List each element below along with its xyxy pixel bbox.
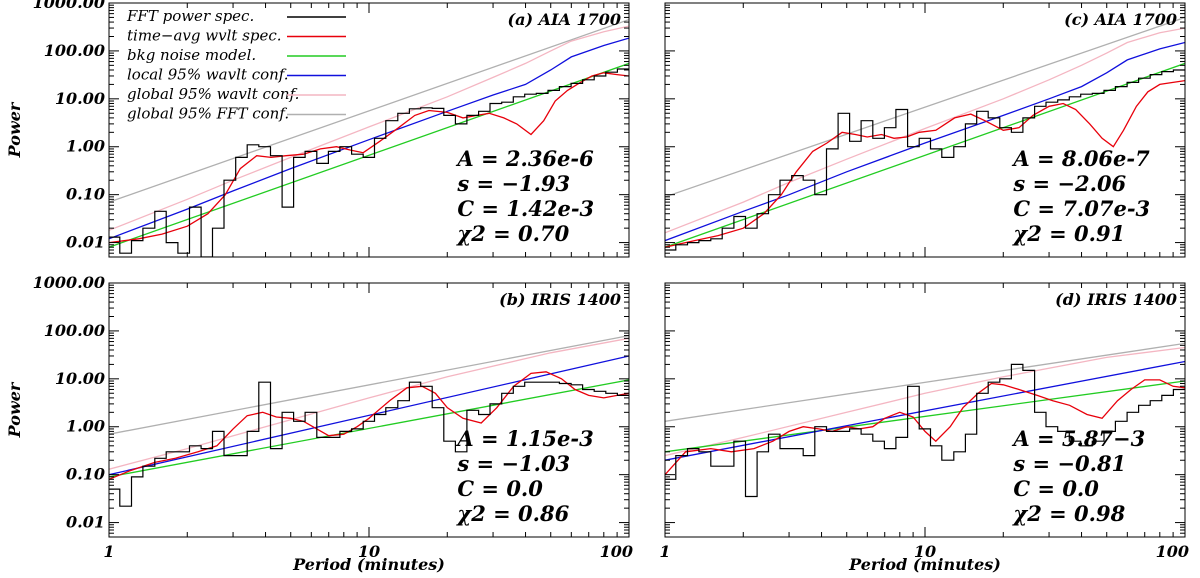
legend-label: FFT power spec. xyxy=(126,7,254,25)
series-local-95-wavlt-conf-line xyxy=(665,41,1185,242)
panel-title: (c) AIA 1700 xyxy=(1064,10,1177,29)
y-tick-label: 1000.00 xyxy=(33,0,105,12)
series-local-95-wavlt-conf-line xyxy=(665,360,1185,461)
legend-label: global 95% FFT conf. xyxy=(127,105,289,123)
panel-title: (b) IRIS 1400 xyxy=(499,290,621,309)
plot-area xyxy=(665,342,1185,498)
y-tick-label: 1.00 xyxy=(66,417,105,436)
fit-stat-2: C = 0.0 xyxy=(1013,476,1099,501)
panel-title: (a) AIA 1700 xyxy=(508,10,622,29)
x-tick-label: 100 xyxy=(600,542,633,561)
legend-label: global 95% wavlt conf. xyxy=(127,85,299,103)
fit-stat-0: A = 1.15e-3 xyxy=(455,426,593,451)
series-local-95-wavlt-conf-line xyxy=(109,355,629,476)
y-tick-label: 1.00 xyxy=(66,137,105,156)
series-bkg-noise-model-line xyxy=(109,379,629,478)
panel-b: 0.01 0.10 1.00 10.00 100.00 1000.00 1 10 100 (b) … xyxy=(5,273,633,574)
series-global-95-wavlt-conf-line xyxy=(109,337,629,470)
y-tick-label: 1000.00 xyxy=(33,273,105,292)
fit-stat-2: C = 0.0 xyxy=(457,476,543,501)
y-tick-label: 0.01 xyxy=(66,233,105,252)
fft-power-histogram xyxy=(109,68,629,257)
series-global-95-wavlt-conf-line xyxy=(665,346,1185,457)
fit-stat-1: s = −2.06 xyxy=(1012,171,1126,196)
series-bkg-noise-model-line xyxy=(665,380,1185,453)
series-global-95-fft-conf-line xyxy=(109,334,629,435)
series-global-95-fft-conf-line xyxy=(109,18,629,203)
series-time-avg-wvlt-spec-line xyxy=(665,379,1185,476)
fit-stat-1: s = −0.81 xyxy=(1012,451,1126,476)
x-tick-label: 1 xyxy=(103,542,114,561)
x-tick-label: 10 xyxy=(914,542,936,561)
y-tick-label: 0.10 xyxy=(66,185,105,204)
series-time-avg-wvlt-spec-line xyxy=(109,72,629,244)
fft-power-histogram xyxy=(665,363,1185,498)
x-tick-label: 1 xyxy=(659,542,670,561)
panel-d: 1 10 100 (d) IRIS 1400 A = 5.87−3s = −0.81C … xyxy=(659,282,1189,574)
y-axis-title: Power xyxy=(5,101,24,158)
legend: FFT power spec. time−avg wvlt spec.bkg no… xyxy=(126,7,346,123)
fft-power-histogram xyxy=(665,69,1185,251)
fit-stat-3: χ2 = 0.98 xyxy=(1011,501,1125,526)
series-global-95-fft-conf-line xyxy=(665,342,1185,422)
series-global-95-wavlt-conf-line xyxy=(665,27,1185,234)
x-tick-label: 10 xyxy=(358,542,380,561)
y-tick-label: 0.10 xyxy=(66,465,105,484)
plot-area xyxy=(109,18,629,257)
series-global-95-wavlt-conf-line xyxy=(109,25,629,231)
y-tick-label: 100.00 xyxy=(44,321,105,340)
y-tick-label: 10.00 xyxy=(55,369,105,388)
plot-area xyxy=(109,334,629,507)
panel-c: (c) AIA 1700 A = 8.06e-7s = −2.06C = 7.07… xyxy=(664,2,1186,258)
fit-stat-3: χ2 = 0.91 xyxy=(1011,221,1125,246)
legend-label: local 95% wavlt conf. xyxy=(127,66,289,84)
x-axis-title: Period (minutes) xyxy=(292,555,445,574)
panel-a: 0.01 0.10 1.00 10.00 100.00 1000.00 (a) AIA 17… xyxy=(5,0,630,258)
legend-label: time−avg wvlt spec. xyxy=(127,27,282,45)
legend-label: bkg noise model. xyxy=(127,46,256,64)
fit-stat-2: C = 7.07e-3 xyxy=(1013,196,1150,221)
fit-stat-1: s = −1.03 xyxy=(456,451,570,476)
fit-stat-3: χ2 = 0.86 xyxy=(455,501,569,526)
fit-stat-1: s = −1.93 xyxy=(456,171,570,196)
series-bkg-noise-model-line xyxy=(109,62,629,248)
series-time-avg-wvlt-spec-line xyxy=(109,371,629,480)
y-tick-label: 10.00 xyxy=(55,89,105,108)
y-tick-label: 0.01 xyxy=(66,513,105,532)
fit-stat-0: A = 5.87−3 xyxy=(1011,426,1145,451)
x-tick-label: 100 xyxy=(1156,542,1189,561)
x-axis-title: Period (minutes) xyxy=(848,555,1001,574)
series-global-95-fft-conf-line xyxy=(665,16,1185,198)
fit-stat-3: χ2 = 0.70 xyxy=(455,221,569,246)
fit-stat-2: C = 1.42e-3 xyxy=(457,196,594,221)
fit-stat-0: A = 2.36e-6 xyxy=(455,146,594,171)
plot-area xyxy=(665,16,1185,251)
axes-frame xyxy=(108,282,630,538)
y-tick-label: 100.00 xyxy=(44,41,105,60)
panel-title: (d) IRIS 1400 xyxy=(1055,290,1177,309)
fft-power-histogram xyxy=(109,381,629,507)
series-bkg-noise-model-line xyxy=(665,62,1185,248)
fit-stat-0: A = 8.06e-7 xyxy=(1011,146,1150,171)
y-axis-title: Power xyxy=(5,381,24,438)
